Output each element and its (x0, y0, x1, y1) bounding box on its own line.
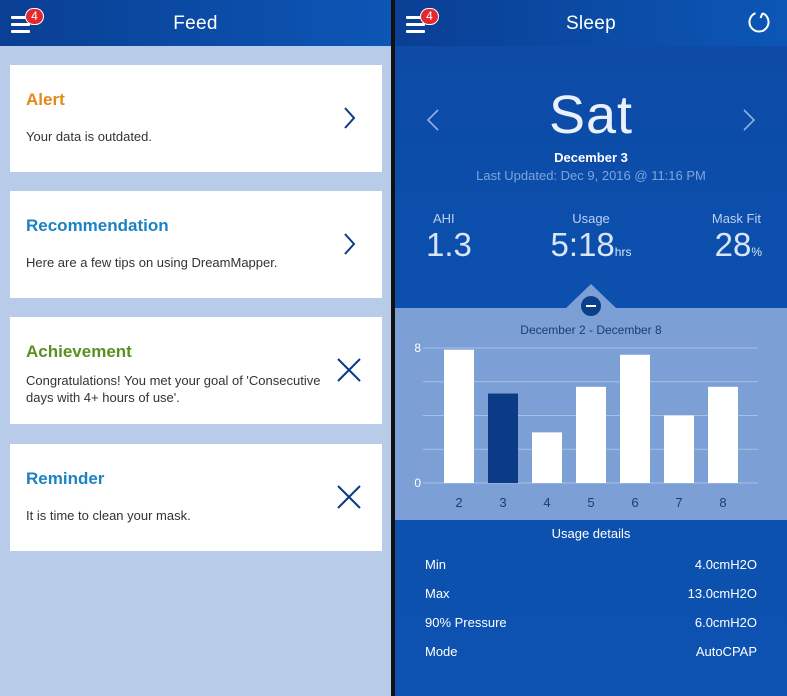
card-body: Your data is outdated. (26, 129, 153, 144)
last-updated: Last Updated: Dec 9, 2016 @ 11:16 PM (476, 168, 706, 183)
menu-icon-line (11, 16, 30, 19)
menu-icon-line (11, 23, 30, 26)
panel-divider (391, 0, 395, 696)
usage-value: 5:18hrs (395, 226, 787, 264)
notification-badge: 4 (25, 8, 44, 25)
close-icon[interactable] (336, 357, 362, 383)
sleep-header: 4 Sleep (395, 0, 787, 46)
sleep-panel: 4 Sleep Sat December 3 Last Updated: Dec… (395, 0, 787, 696)
chart-bar-8[interactable] (708, 386, 738, 483)
card-title: Recommendation (26, 216, 169, 235)
chart-bar-7[interactable] (664, 415, 694, 484)
detail-label: Mode (425, 644, 458, 659)
card-body: Here are a few tips on using DreamMapper… (26, 255, 278, 270)
date-label: December 3 (554, 150, 628, 165)
page-title: Sleep (565, 13, 617, 34)
detail-value: AutoCPAP (695, 644, 757, 659)
collapse-chart-button[interactable] (581, 296, 601, 316)
x-tick-label: 2 (455, 495, 462, 510)
usage-bar-chart: 0 8 2 3 4 5 6 7 8 (414, 341, 758, 510)
menu-icon-line (406, 16, 425, 19)
mask-fit-value: 28% (715, 226, 762, 264)
ahi-value: 1.3 (426, 226, 472, 264)
x-tick-label: 3 (499, 495, 506, 510)
card-title: Alert (26, 90, 65, 109)
chevron-right-icon[interactable] (336, 231, 362, 257)
chart-range-title: December 2 - December 8 (520, 323, 662, 337)
mask-fit-number: 28 (714, 226, 752, 263)
usage-unit: hrs (614, 245, 632, 259)
usage-label: Usage (572, 211, 610, 226)
menu-icon-line (406, 30, 425, 33)
x-tick-label: 4 (543, 495, 550, 510)
chevron-left-icon[interactable] (426, 108, 440, 132)
detail-row-pressure: 90% Pressure 6.0cmH2O (425, 615, 757, 633)
usage-details: Usage details Min 4.0cmH2O Max 13.0cmH2O… (395, 520, 787, 696)
close-icon[interactable] (336, 484, 362, 510)
detail-row-min: Min 4.0cmH2O (425, 557, 757, 575)
feed-header: 4 Feed (0, 0, 391, 46)
mask-fit-label: Mask Fit (711, 211, 761, 226)
menu-button[interactable] (406, 16, 428, 34)
y-tick-label: 0 (414, 476, 421, 490)
mask-fit-unit: % (751, 245, 762, 259)
menu-icon-line (11, 30, 30, 33)
chevron-right-icon[interactable] (742, 108, 756, 132)
menu-icon-line (406, 23, 425, 26)
detail-label: 90% Pressure (425, 615, 507, 630)
card-body: It is time to clean your mask. (26, 508, 191, 523)
detail-row-mode: Mode AutoCPAP (425, 644, 757, 662)
ahi-number: 1.3 (426, 226, 472, 263)
usage-number: 5:18 (550, 226, 615, 263)
day-of-week: Sat (548, 85, 634, 145)
detail-label: Min (425, 557, 446, 572)
refresh-icon[interactable] (747, 10, 771, 34)
x-tick-label: 5 (587, 495, 594, 510)
y-tick-label: 8 (414, 341, 421, 355)
feed-card-achievement[interactable]: Achievement Congratulations! You met you… (10, 317, 382, 424)
usage-details-title: Usage details (551, 526, 631, 541)
menu-button[interactable] (11, 16, 33, 34)
x-tick-label: 6 (631, 495, 638, 510)
card-title: Reminder (26, 469, 105, 488)
feed-card-recommendation[interactable]: Recommendation Here are a few tips on us… (10, 191, 382, 298)
feed-card-reminder[interactable]: Reminder It is time to clean your mask. (10, 444, 382, 551)
card-body: Congratulations! You met your goal of 'C… (26, 373, 321, 405)
chart-bar-3[interactable] (488, 393, 518, 483)
ahi-label: AHI (433, 211, 455, 226)
notification-badge: 4 (420, 8, 439, 25)
chart-bar-5[interactable] (576, 386, 606, 483)
chart-bar-4[interactable] (532, 432, 562, 483)
chevron-right-icon[interactable] (336, 105, 362, 131)
detail-value: 4.0cmH2O (694, 557, 757, 572)
card-title: Achievement (26, 342, 132, 361)
feed-panel: 4 Feed Alert Your data is outdated. Reco… (0, 0, 391, 696)
chart-bar-6[interactable] (620, 354, 650, 483)
x-tick-label: 8 (719, 495, 726, 510)
chart-bar-2[interactable] (444, 349, 474, 483)
page-title: Feed (173, 13, 218, 34)
feed-card-alert[interactable]: Alert Your data is outdated. (10, 65, 382, 172)
detail-label: Max (425, 586, 450, 601)
x-tick-label: 7 (675, 495, 682, 510)
detail-value: 13.0cmH2O (687, 586, 757, 601)
detail-row-max: Max 13.0cmH2O (425, 586, 757, 604)
detail-value: 6.0cmH2O (694, 615, 757, 630)
